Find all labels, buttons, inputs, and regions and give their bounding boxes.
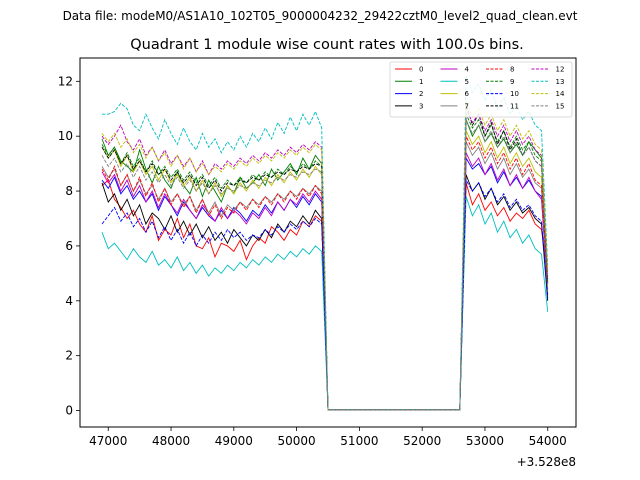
legend-label-7: 7: [465, 102, 469, 110]
legend-label-13: 13: [556, 78, 565, 86]
series-line-10: [101, 178, 549, 411]
x-tick-label: 53000: [466, 434, 504, 448]
legend-label-0: 0: [419, 66, 423, 74]
series-line-14: [101, 100, 549, 411]
x-tick-label: 49000: [215, 434, 253, 448]
series-line-13: [102, 75, 549, 411]
suptitle: Data file: modeM0/AS1A10_102T05_90000042…: [63, 9, 578, 23]
legend-label-12: 12: [556, 66, 565, 74]
axes-frame: [79, 57, 577, 428]
x-tick-label: 51000: [340, 434, 378, 448]
legend-label-2: 2: [419, 90, 423, 98]
x-axis: 47000 48000 49000 50000 51000 52000 53000 54000: [89, 427, 567, 448]
y-axis: 0 2 4 6 8 10 12: [58, 74, 80, 418]
legend-label-3: 3: [419, 102, 423, 110]
legend-label-8: 8: [510, 66, 514, 74]
legend-label-1: 1: [419, 78, 423, 86]
y-tick-label: 2: [65, 349, 73, 363]
legend-label-5: 5: [465, 78, 469, 86]
x-tick-label: 54000: [529, 434, 567, 448]
x-tick-label: 52000: [403, 434, 441, 448]
plot-area: [101, 75, 549, 411]
series-line-5: [101, 196, 549, 411]
legend-box: [389, 61, 573, 118]
series-line-15: [101, 119, 549, 411]
legend-label-11: 11: [510, 102, 519, 110]
y-tick-label: 4: [65, 294, 73, 308]
y-tick-label: 6: [65, 239, 73, 253]
y-tick-label: 10: [58, 129, 73, 143]
legend-label-10: 10: [510, 90, 519, 98]
y-tick-label: 0: [65, 404, 73, 418]
x-tick-label: 50000: [278, 434, 316, 448]
legend-label-15: 15: [556, 102, 565, 110]
legend-label-9: 9: [510, 78, 514, 86]
chart-title: Quadrant 1 module wise count rates with …: [130, 37, 524, 53]
y-tick-label: 12: [58, 74, 73, 88]
legend-label-4: 4: [465, 66, 470, 74]
x-tick-label: 48000: [152, 434, 190, 448]
legend-label-14: 14: [556, 90, 565, 98]
x-offset-label: +3.528e8: [517, 455, 576, 469]
legend-label-6: 6: [465, 90, 470, 98]
y-tick-label: 8: [65, 184, 73, 198]
x-tick-label: 47000: [89, 434, 127, 448]
